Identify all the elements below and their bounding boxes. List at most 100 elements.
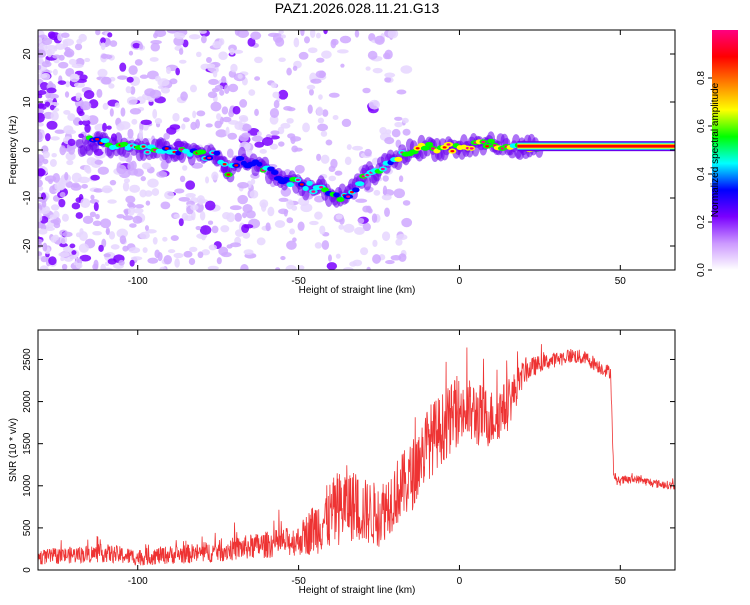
spectrogram-ridge-peak [442, 146, 447, 149]
spectrogram-cell [119, 235, 127, 245]
spectrogram-cell [307, 104, 313, 114]
spectrogram-cell [59, 191, 66, 198]
spectrogram-cell [184, 215, 194, 222]
spectrogram-cell [57, 80, 67, 85]
spectrogram-ridge-peak [446, 143, 451, 146]
spectrogram-cell [144, 225, 149, 231]
spectrogram-cell [48, 178, 53, 185]
spectrogram-y-tick-label: -20 [22, 238, 33, 253]
spectrogram-cell [128, 247, 141, 254]
spectrogram-cell [212, 41, 222, 49]
spectrogram-x-tick-label: 50 [615, 276, 627, 287]
spectrogram-cell [207, 265, 219, 270]
spectrogram-cell [122, 245, 129, 252]
spectrogram-ridge-peak [164, 147, 169, 150]
spectrogram-cell [229, 205, 242, 211]
spectrogram-cell [314, 211, 323, 220]
spectrogram-cell [100, 37, 106, 44]
spectrogram-cell [38, 251, 43, 257]
spectrogram-cell [166, 66, 172, 74]
colorbar: 0.0 0.2 0.4 0.6 0.8 Normalized spectral ampl… [696, 30, 738, 277]
spectrogram-cell [385, 259, 395, 265]
spectrogram-cell [142, 247, 148, 253]
snr-y-tick-label: 500 [22, 519, 33, 536]
spectrogram-cell [47, 31, 56, 39]
spectrogram-cell [320, 130, 328, 137]
spectrogram-cell [71, 250, 77, 255]
spectrogram-cell [265, 222, 271, 232]
spectrogram-cell [204, 200, 216, 211]
spectrogram-cell [195, 119, 200, 129]
spectrogram-cell [100, 218, 112, 229]
spectrogram-cell [195, 225, 202, 231]
spectrogram-ridge-core [256, 161, 263, 167]
spectrogram-cell [387, 30, 399, 39]
spectrogram-cell [400, 65, 413, 74]
spectrogram-cell [297, 221, 305, 232]
spectrogram-cell [229, 47, 235, 56]
spectrogram-cell [396, 89, 407, 95]
spectrogram-cell [270, 130, 280, 136]
spectrogram-cell [212, 70, 218, 78]
spectrogram-cell [89, 211, 96, 218]
spectrogram-cell [278, 197, 289, 202]
spectrogram-cell [129, 259, 135, 267]
spectrogram-cell [298, 51, 309, 60]
spectrogram-cell [47, 49, 53, 58]
spectrogram-cell [352, 259, 363, 267]
spectrogram-ridge-core [235, 155, 245, 161]
spectrogram-cell [207, 91, 218, 99]
spectrogram-cell [278, 208, 289, 215]
spectrogram-cell [92, 230, 102, 236]
spectrogram-cell [50, 111, 59, 121]
spectrogram-cell [278, 30, 284, 35]
spectrogram-cell [52, 172, 60, 183]
spectrogram-cell [38, 238, 43, 244]
spectrogram-cell [49, 214, 58, 220]
spectrogram-cell [46, 87, 57, 94]
spectrogram-cell [241, 123, 252, 132]
spectrogram-cell [335, 253, 341, 259]
spectrogram-cell [372, 67, 383, 74]
spectrogram-cell [50, 136, 60, 141]
spectrogram-cell [102, 122, 107, 132]
spectrogram-cell [298, 265, 305, 270]
spectrogram-cell [368, 99, 381, 110]
spectrogram-cell [69, 243, 76, 249]
spectrogram-cell [134, 59, 143, 66]
spectrogram-cell [199, 30, 207, 34]
spectrogram-ridge-core [333, 192, 340, 198]
spectrogram-ridge-peak [365, 173, 370, 177]
spectrogram-cell [55, 43, 66, 50]
spectrogram-cell [292, 65, 298, 71]
spectrogram-cell [74, 43, 83, 51]
spectrogram-cell [214, 84, 224, 91]
spectrogram-cell [344, 156, 352, 166]
spectrogram-ridge-peak [95, 138, 100, 141]
spectrogram-cell [207, 220, 214, 225]
spectrogram-cell [56, 184, 65, 190]
spectrogram-cell [254, 141, 265, 148]
spectrogram-cell [38, 154, 45, 164]
spectrogram-cell [280, 122, 291, 129]
spectrogram-cell [120, 107, 126, 117]
spectrogram-cell [160, 160, 169, 170]
spectrogram-cell [40, 224, 47, 230]
spectrogram-cell [286, 199, 294, 210]
spectrogram-cell [373, 189, 381, 196]
spectrogram-cell [395, 238, 403, 246]
spectrogram-cell [273, 100, 280, 109]
spectrogram-cell [154, 75, 161, 82]
spectrogram-cell [196, 195, 205, 205]
spectrogram-cell [210, 101, 222, 112]
spectrogram-cell [261, 137, 274, 146]
spectrogram-cell [152, 108, 158, 119]
spectrogram-cell [316, 106, 324, 116]
spectrogram-cell [229, 242, 242, 248]
spectrogram-ridge-peak [299, 183, 304, 186]
spectrogram-cell [130, 256, 143, 261]
spectrogram-cell [365, 66, 371, 71]
spectrogram-cell [58, 198, 66, 208]
spectrogram-cell [293, 37, 300, 48]
spectrogram-cell [302, 122, 310, 133]
